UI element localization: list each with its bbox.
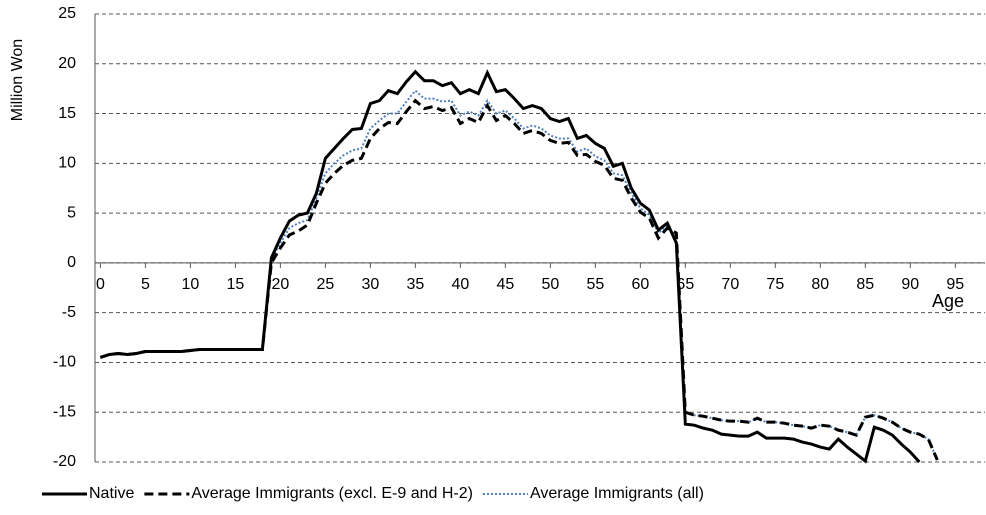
y-tick-label: 0 [67,254,76,271]
y-tick-label: -5 [62,304,76,321]
x-tick-label: 45 [496,276,514,293]
y-tick-label: -10 [53,354,76,371]
y-tick-label: 15 [58,105,76,122]
x-tick-label: 95 [946,276,964,293]
y-tick-label: 20 [58,55,76,72]
legend-label: Average Immigrants (excl. E-9 and H-2) [191,485,473,502]
y-tick-label: 10 [58,155,76,172]
y-tick-label: 5 [67,204,76,221]
legend-label: Average Immigrants (all) [530,485,704,502]
x-tick-label: 80 [811,276,829,293]
x-axis-label: Age [932,291,964,311]
y-tick-label: -20 [53,453,76,470]
x-tick-label: 35 [406,276,424,293]
y-tick-label: 25 [58,5,76,22]
x-tick-label: 40 [451,276,469,293]
x-tick-label: 5 [141,276,150,293]
x-tick-label: 15 [226,276,244,293]
x-tick-label: 30 [361,276,379,293]
x-tick-label: 90 [901,276,919,293]
x-tick-label: 50 [541,276,559,293]
y-tick-label: -15 [53,403,76,420]
series-line [99,69,921,464]
x-tick-label: 70 [721,276,739,293]
x-tick-label: 25 [316,276,334,293]
x-tick-label: 10 [181,276,199,293]
legend-label: Native [89,485,134,502]
x-tick-label: 85 [856,276,874,293]
y-axis-label: Million Won [9,39,26,121]
x-tick-label: 55 [586,276,604,293]
x-tick-label: 60 [631,276,649,293]
x-tick-label: 0 [96,276,105,293]
x-tick-label: 65 [676,276,694,293]
x-tick-label: 75 [766,276,784,293]
x-tick-label: 20 [271,276,289,293]
